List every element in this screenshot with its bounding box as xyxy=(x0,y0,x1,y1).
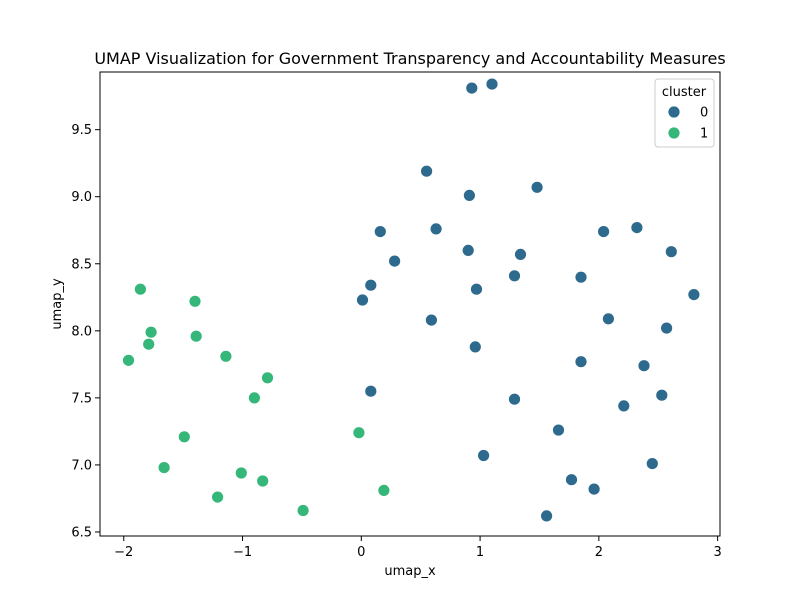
data-point-cluster-1 xyxy=(144,325,158,339)
y-tick-label: 8.5 xyxy=(71,257,92,272)
data-point-cluster-0 xyxy=(514,247,527,261)
data-point-cluster-0 xyxy=(424,313,438,327)
data-point-cluster-0 xyxy=(655,388,669,402)
x-tick-label: 0 xyxy=(357,545,365,560)
y-tick-label: 7.0 xyxy=(71,458,92,473)
y-tick-label: 9.0 xyxy=(71,190,92,205)
data-point-cluster-0 xyxy=(364,384,378,398)
data-point-cluster-0 xyxy=(373,225,387,239)
data-point-cluster-1 xyxy=(219,349,233,363)
x-tick-label: −2 xyxy=(114,545,133,560)
legend-marker-cluster-0 xyxy=(667,105,681,119)
x-axis: −2 −1 0 1 2 3 xyxy=(114,536,722,560)
data-point-cluster-0 xyxy=(470,282,483,296)
data-point-cluster-0 xyxy=(356,293,369,307)
legend-label-cluster-1: 1 xyxy=(700,127,708,142)
x-tick-label: 3 xyxy=(713,545,721,560)
x-tick-label: −1 xyxy=(233,545,252,560)
y-tick-label: 8.0 xyxy=(71,324,92,339)
legend-entries: 01 xyxy=(667,105,708,142)
data-point-cluster-0 xyxy=(508,269,521,283)
data-point-cluster-1 xyxy=(352,426,366,440)
data-point-cluster-0 xyxy=(508,392,521,406)
data-point-cluster-1 xyxy=(256,474,270,488)
data-point-cluster-0 xyxy=(645,457,659,471)
data-point-cluster-0 xyxy=(429,222,443,236)
x-tick-label: 2 xyxy=(595,545,603,560)
data-point-cluster-0 xyxy=(388,254,402,268)
legend: cluster 01 xyxy=(654,78,715,148)
data-point-cluster-1 xyxy=(377,483,391,497)
data-point-cluster-0 xyxy=(574,355,588,369)
data-point-cluster-0 xyxy=(552,423,565,437)
data-point-cluster-0 xyxy=(574,270,588,284)
y-tick-label: 9.5 xyxy=(71,123,92,138)
data-point-cluster-0 xyxy=(587,482,601,496)
data-point-cluster-1 xyxy=(234,466,248,480)
data-point-cluster-1 xyxy=(211,490,225,504)
points-layer xyxy=(122,77,701,523)
data-point-cluster-0 xyxy=(477,449,491,462)
data-point-cluster-0 xyxy=(468,340,482,354)
y-tick-label: 6.5 xyxy=(71,525,92,540)
data-point-cluster-0 xyxy=(687,288,701,302)
data-point-cluster-0 xyxy=(630,221,644,235)
data-point-cluster-1 xyxy=(247,391,261,405)
data-point-cluster-1 xyxy=(177,430,191,444)
data-point-cluster-0 xyxy=(617,399,631,413)
data-point-cluster-0 xyxy=(420,164,434,178)
data-point-cluster-0 xyxy=(465,81,479,95)
data-point-cluster-0 xyxy=(660,321,673,335)
data-point-cluster-1 xyxy=(296,504,310,517)
data-point-cluster-1 xyxy=(122,353,135,367)
data-point-cluster-1 xyxy=(157,461,171,475)
data-point-cluster-0 xyxy=(461,243,475,257)
x-axis-label: umap_x xyxy=(384,564,436,579)
plot-area-frame xyxy=(99,71,721,537)
data-point-cluster-0 xyxy=(540,509,553,523)
data-point-cluster-0 xyxy=(530,180,544,194)
data-point-cluster-0 xyxy=(565,473,578,487)
y-tick-label: 7.5 xyxy=(71,391,92,406)
data-point-cluster-1 xyxy=(133,282,147,296)
data-point-cluster-0 xyxy=(602,312,615,326)
chart-title: UMAP Visualization for Government Transp… xyxy=(94,49,725,68)
legend-label-cluster-0: 0 xyxy=(700,106,708,121)
data-point-cluster-0 xyxy=(462,188,476,202)
data-point-cluster-1 xyxy=(261,371,274,385)
data-point-cluster-1 xyxy=(142,337,156,351)
data-point-cluster-1 xyxy=(188,294,202,308)
data-point-cluster-1 xyxy=(189,329,203,343)
data-point-cluster-0 xyxy=(664,245,678,259)
data-point-cluster-0 xyxy=(597,225,610,239)
legend-title: cluster xyxy=(662,85,707,100)
y-axis-label: umap_y xyxy=(50,278,65,330)
legend-marker-cluster-1 xyxy=(667,126,681,140)
data-point-cluster-0 xyxy=(485,77,499,91)
y-axis: 6.5 7.0 7.5 8.0 8.5 9.0 9.5 xyxy=(71,123,100,540)
data-point-cluster-0 xyxy=(364,278,378,292)
x-tick-label: 1 xyxy=(476,545,484,560)
data-point-cluster-0 xyxy=(637,359,651,373)
